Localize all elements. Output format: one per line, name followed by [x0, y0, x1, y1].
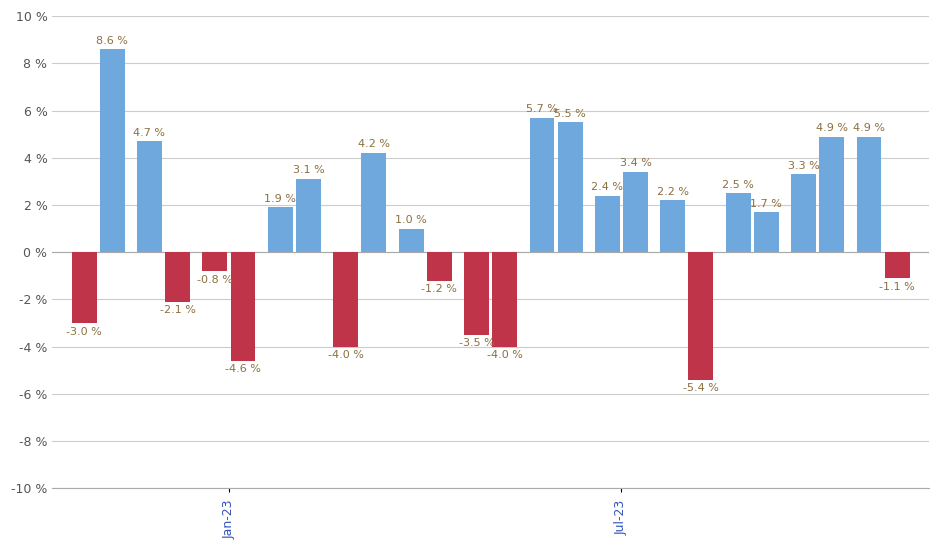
Bar: [296, 179, 321, 252]
Bar: [399, 229, 424, 252]
Bar: [595, 196, 619, 252]
Text: 1.0 %: 1.0 %: [395, 215, 427, 225]
Bar: [361, 153, 386, 252]
Bar: [230, 252, 256, 361]
Bar: [334, 252, 358, 346]
Text: 1.7 %: 1.7 %: [750, 199, 782, 208]
Bar: [71, 252, 97, 323]
Text: 5.7 %: 5.7 %: [526, 104, 558, 114]
Text: -4.0 %: -4.0 %: [328, 350, 364, 360]
Bar: [493, 252, 517, 346]
Text: -1.1 %: -1.1 %: [879, 282, 915, 292]
Bar: [268, 207, 292, 252]
Bar: [661, 200, 685, 252]
Text: 5.5 %: 5.5 %: [555, 109, 586, 119]
Text: 2.2 %: 2.2 %: [657, 186, 689, 197]
Text: -4.6 %: -4.6 %: [225, 364, 261, 375]
Text: 4.9 %: 4.9 %: [816, 123, 848, 133]
Text: -2.1 %: -2.1 %: [160, 305, 196, 315]
Text: 3.4 %: 3.4 %: [619, 158, 651, 168]
Bar: [464, 252, 489, 335]
Bar: [427, 252, 452, 280]
Text: 3.3 %: 3.3 %: [788, 161, 820, 170]
Text: 8.6 %: 8.6 %: [96, 36, 128, 46]
Text: 4.9 %: 4.9 %: [853, 123, 885, 133]
Bar: [856, 136, 882, 252]
Text: -0.8 %: -0.8 %: [197, 274, 233, 284]
Bar: [623, 172, 648, 252]
Text: 1.9 %: 1.9 %: [264, 194, 296, 204]
Bar: [100, 49, 125, 252]
Text: 2.4 %: 2.4 %: [591, 182, 623, 192]
Text: -1.2 %: -1.2 %: [421, 284, 457, 294]
Bar: [791, 174, 816, 252]
Bar: [557, 122, 583, 252]
Bar: [165, 252, 190, 302]
Bar: [688, 252, 713, 380]
Bar: [754, 212, 778, 252]
Text: 3.1 %: 3.1 %: [292, 166, 324, 175]
Bar: [529, 118, 555, 252]
Bar: [885, 252, 910, 278]
Bar: [820, 136, 844, 252]
Bar: [137, 141, 162, 252]
Text: -4.0 %: -4.0 %: [487, 350, 523, 360]
Text: 4.2 %: 4.2 %: [358, 140, 390, 150]
Bar: [202, 252, 227, 271]
Text: -3.0 %: -3.0 %: [66, 327, 102, 337]
Text: 2.5 %: 2.5 %: [722, 180, 754, 190]
Text: -5.4 %: -5.4 %: [683, 383, 719, 393]
Text: 4.7 %: 4.7 %: [133, 128, 165, 138]
Text: -3.5 %: -3.5 %: [459, 338, 494, 348]
Bar: [726, 193, 751, 252]
